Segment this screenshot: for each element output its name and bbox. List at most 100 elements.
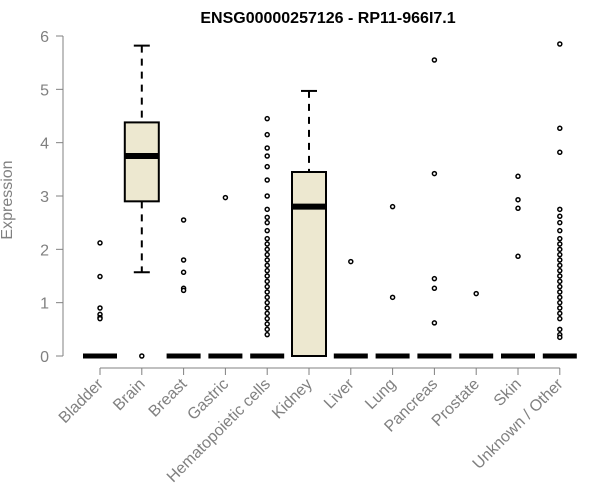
outlier-point xyxy=(264,305,270,311)
outlier-point xyxy=(264,241,270,247)
box-group xyxy=(123,44,160,359)
outlier-point xyxy=(515,173,521,180)
box-group xyxy=(542,41,577,359)
outlier-point xyxy=(557,273,563,279)
outlier-point xyxy=(431,285,438,292)
outlier-point xyxy=(557,267,563,274)
outlier-point xyxy=(264,246,270,253)
outlier-point xyxy=(264,326,270,333)
outlier-point xyxy=(431,57,438,63)
zero-points xyxy=(417,353,452,359)
outlier-point xyxy=(557,257,563,263)
outlier-point xyxy=(431,170,438,177)
outlier-point xyxy=(389,203,396,210)
chart-title: ENSG00000257126 - RP11-966I7.1 xyxy=(200,10,455,27)
box-group xyxy=(250,115,285,359)
x-tick-label: Liver xyxy=(321,375,358,412)
y-tick-label: 4 xyxy=(40,136,49,153)
zero-points xyxy=(501,353,535,359)
outlier-point xyxy=(97,315,103,322)
box-group xyxy=(501,173,535,359)
outlier-point xyxy=(557,219,563,226)
outlier-point xyxy=(264,299,270,306)
outlier-point xyxy=(557,213,563,220)
x-tick-label: Lung xyxy=(362,376,399,413)
outlier-point xyxy=(264,214,270,221)
box-group xyxy=(208,194,243,359)
y-tick-label: 0 xyxy=(40,349,49,366)
x-tick-label: Bladder xyxy=(56,375,107,426)
outlier-point xyxy=(264,294,270,301)
box-iqr xyxy=(291,171,327,357)
outlier-point xyxy=(264,331,270,338)
outlier-point xyxy=(180,287,187,294)
y-tick-label: 2 xyxy=(40,242,49,259)
box-group xyxy=(333,258,368,359)
outlier-point xyxy=(264,219,270,226)
outlier-point xyxy=(222,194,229,201)
outlier-point xyxy=(264,206,270,213)
outlier-point xyxy=(557,310,563,317)
outlier-point xyxy=(557,294,563,301)
outlier-point xyxy=(264,283,270,290)
outlier-point xyxy=(557,305,563,311)
outlier-point xyxy=(557,246,563,253)
zero-points xyxy=(250,353,285,359)
outlier-point xyxy=(97,305,103,311)
zero-points xyxy=(375,353,410,359)
x-tick-label: Skin xyxy=(491,376,525,410)
outlier-point xyxy=(557,334,563,341)
boxes xyxy=(83,41,577,359)
outlier-point xyxy=(389,294,396,301)
outlier-point xyxy=(264,251,270,258)
outlier-point xyxy=(348,258,354,265)
outlier-point xyxy=(264,115,270,122)
outlier-point xyxy=(557,251,563,258)
outlier-point xyxy=(557,41,563,47)
x-tick-label: Kidney xyxy=(269,376,316,423)
y-tick-label: 1 xyxy=(40,296,49,313)
outlier-point xyxy=(180,217,187,223)
y-tick-label: 3 xyxy=(40,189,49,206)
box-group xyxy=(83,240,117,359)
outlier-point xyxy=(557,227,563,234)
outlier-point xyxy=(180,257,187,263)
box-group xyxy=(417,57,452,359)
outlier-point xyxy=(515,253,521,260)
outlier-point xyxy=(97,273,103,280)
outlier-point xyxy=(264,235,270,242)
outlier-point xyxy=(557,206,563,213)
box-group xyxy=(459,290,494,359)
zero-points xyxy=(542,353,577,359)
outlier-point xyxy=(431,320,438,326)
zero-points xyxy=(208,353,243,359)
outlier-point xyxy=(264,321,270,327)
outlier-point xyxy=(557,125,563,132)
outlier-point xyxy=(264,227,270,234)
outlier-point xyxy=(139,353,145,359)
box-group xyxy=(166,217,201,359)
outlier-point xyxy=(473,290,479,297)
zero-points xyxy=(459,353,494,359)
outlier-point xyxy=(557,315,563,322)
outlier-point xyxy=(264,267,270,274)
y-tick-label: 5 xyxy=(40,82,49,99)
outlier-point xyxy=(264,262,270,269)
outlier-point xyxy=(515,205,521,212)
outlier-point xyxy=(264,257,270,263)
outlier-point xyxy=(264,153,270,159)
outlier-point xyxy=(97,240,103,246)
outlier-point xyxy=(264,278,270,285)
box-iqr xyxy=(123,121,160,203)
outlier-point xyxy=(557,241,563,247)
outlier-point xyxy=(557,326,563,333)
box-group xyxy=(375,203,410,359)
x-tick-label: Breast xyxy=(146,375,191,420)
zero-points xyxy=(83,353,117,359)
outlier-point xyxy=(557,235,563,242)
outlier-point xyxy=(264,145,270,151)
outlier-point xyxy=(557,299,563,306)
outlier-point xyxy=(264,315,270,322)
outlier-point xyxy=(264,131,270,138)
